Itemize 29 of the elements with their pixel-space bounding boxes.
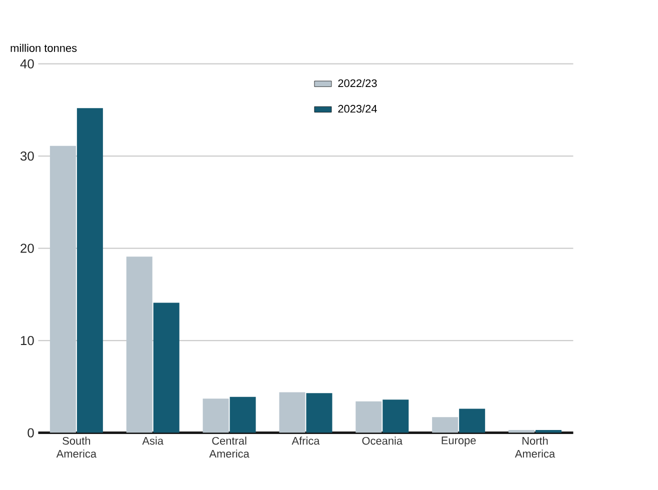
bar [432,417,458,433]
bar [76,108,103,433]
bar [50,146,76,433]
x-tick-label: North America [514,436,556,458]
y-tick-label: 0 [28,428,34,438]
bar [230,396,256,433]
bar [153,302,180,433]
y-axis-title: million tonnes [10,44,77,52]
y-tick-label: 10 [20,336,34,346]
bar [126,256,152,433]
y-tick-label: 20 [20,244,34,253]
bar [356,401,382,433]
bar [279,392,306,433]
x-tick-label: Africa [292,436,320,445]
y-tick-label: 40 [20,59,34,68]
x-tick-label: Oceania [362,436,403,445]
bar [382,400,409,433]
x-tick-label: South America [56,436,97,458]
bar [306,393,332,433]
y-tick-label: 30 [20,151,34,161]
bar [508,430,535,433]
x-tick-label: Asia [142,436,164,445]
legend-label: 2022/23 [338,79,377,88]
x-tick-label: Central America [209,436,250,458]
bar [459,408,486,433]
x-tick-label: Europe [442,436,476,446]
legend-label: 2023/24 [338,104,377,113]
bar [202,398,229,433]
bar [536,430,562,433]
